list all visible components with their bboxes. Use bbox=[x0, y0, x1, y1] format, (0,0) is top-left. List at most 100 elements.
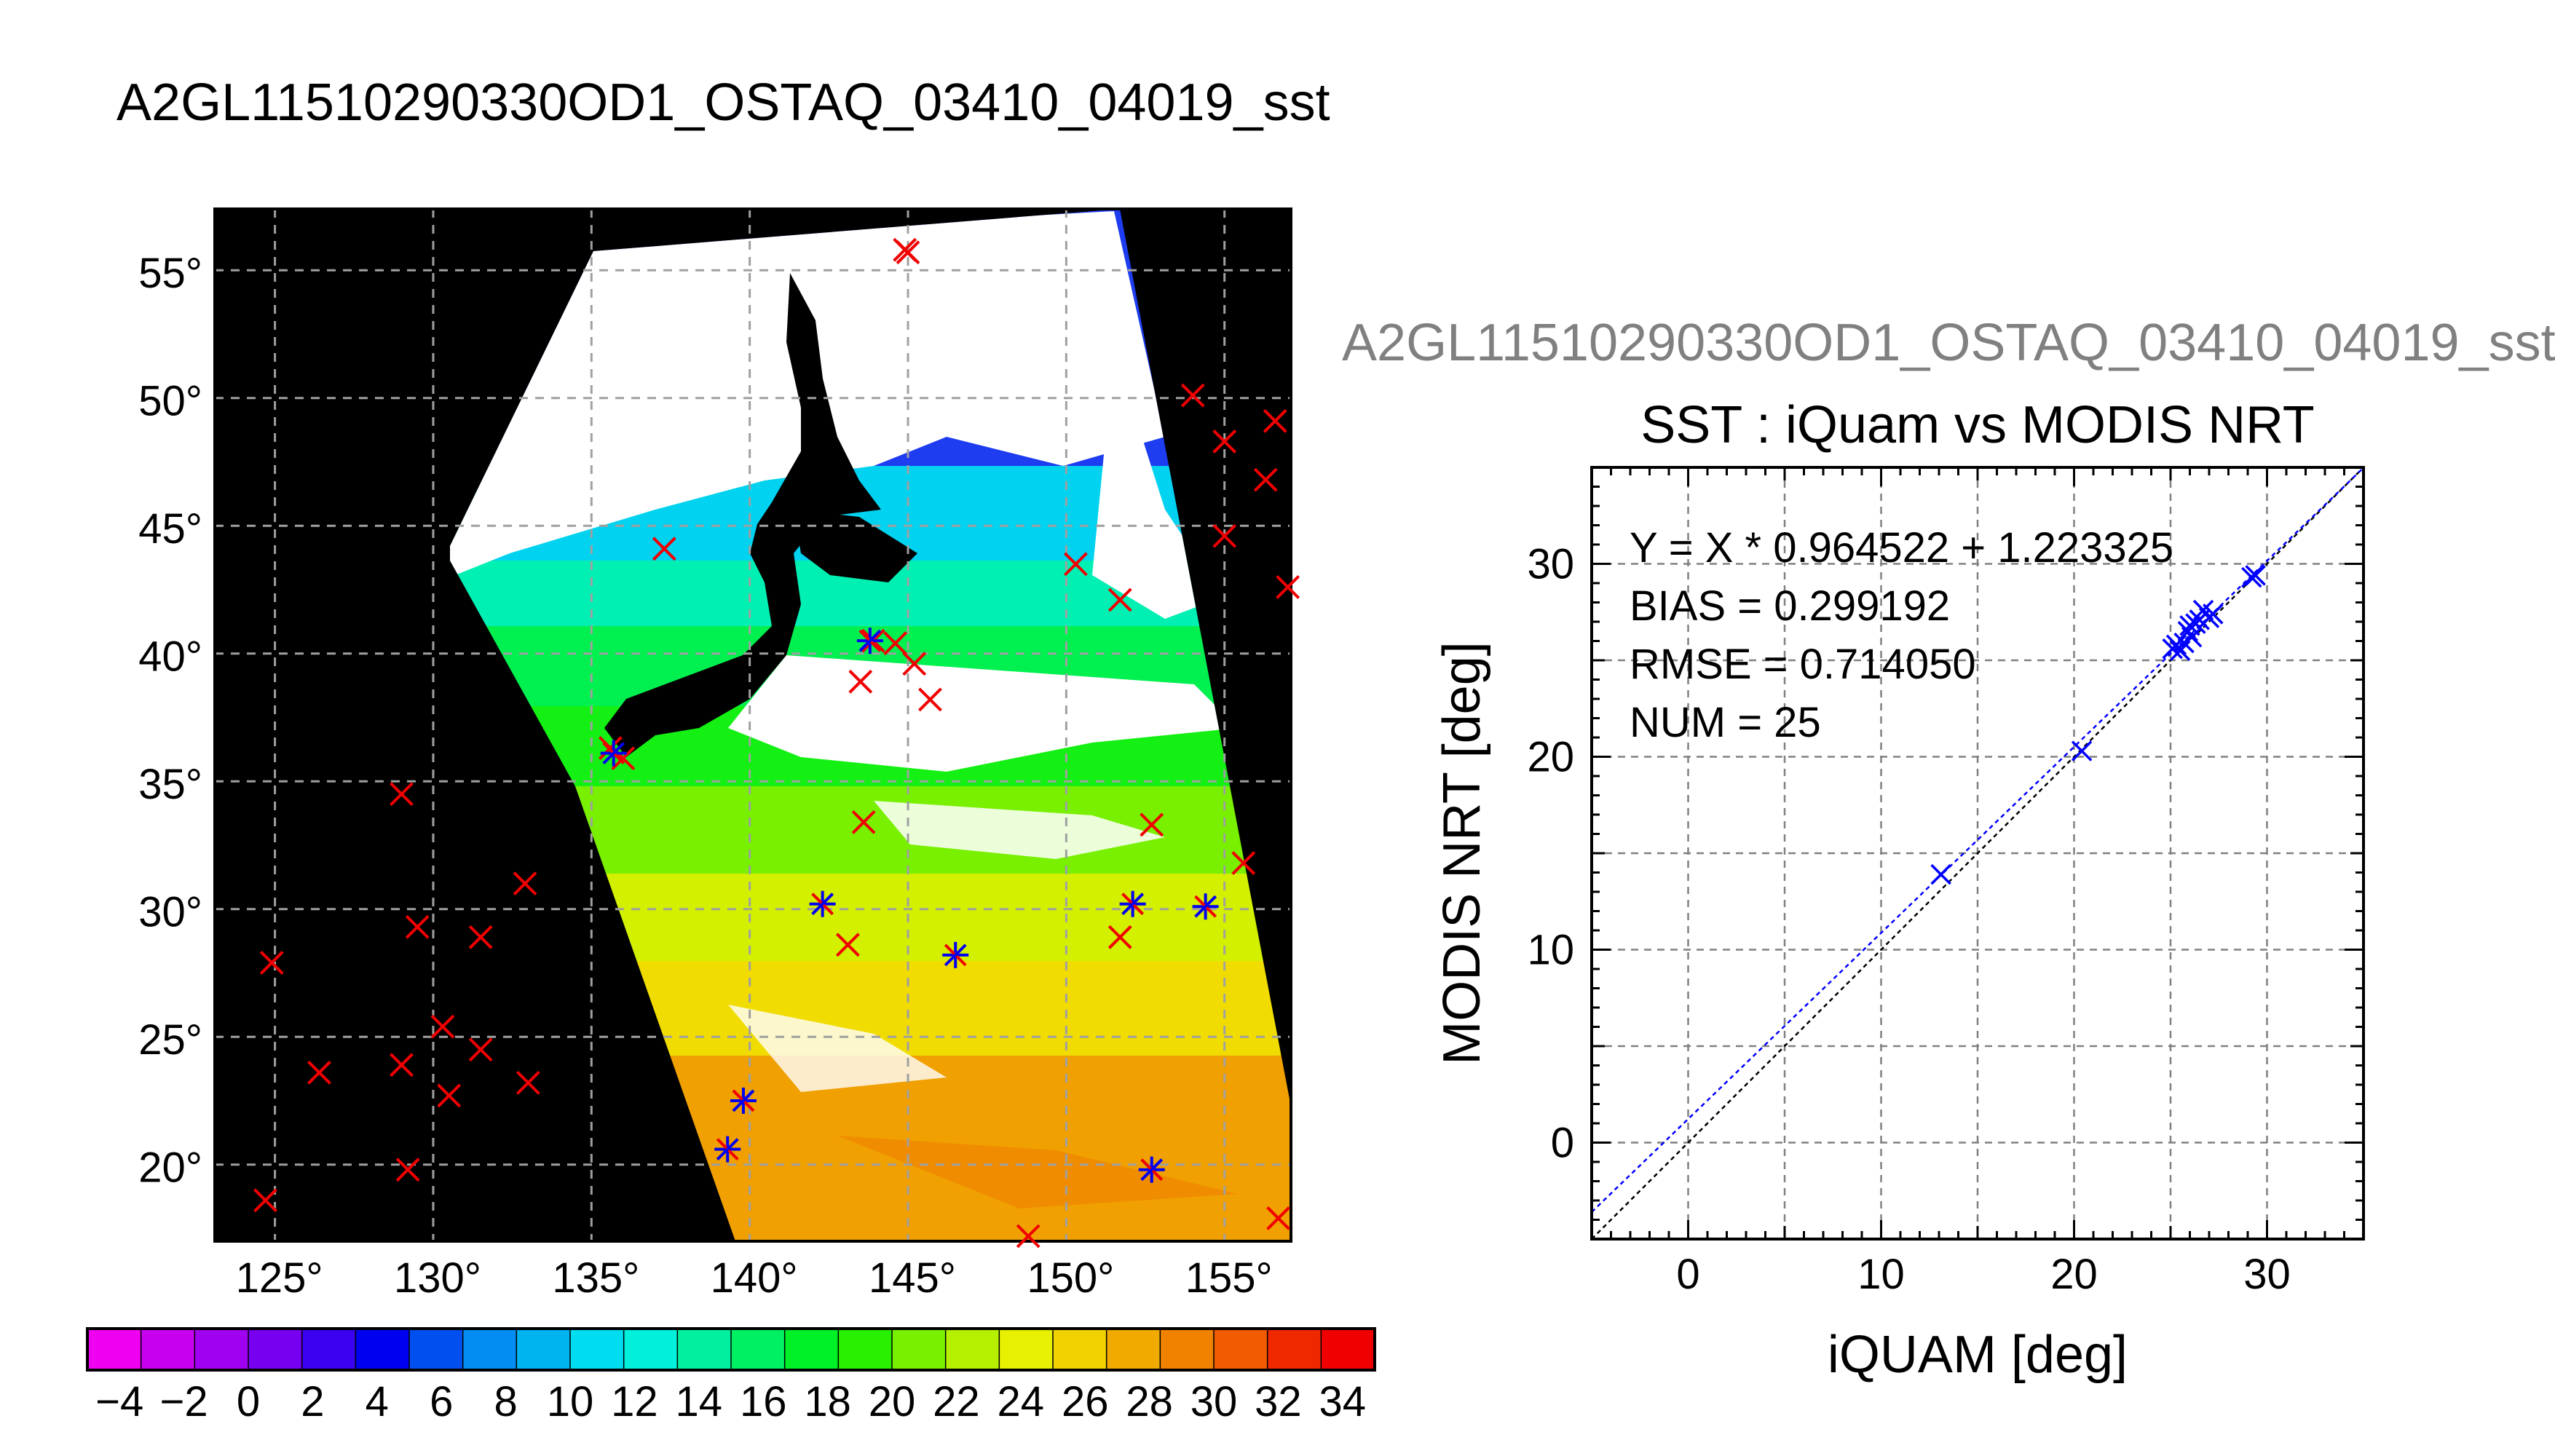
map-matchup-red-x bbox=[1266, 1206, 1291, 1230]
scatter-x-tick-label: 30 bbox=[2243, 1251, 2291, 1298]
map-lon-tick-label: 125° bbox=[236, 1254, 323, 1302]
colorbar-tick-label: 24 bbox=[998, 1378, 1045, 1425]
fit-line bbox=[1592, 467, 2364, 1213]
colorbar-segment bbox=[87, 1329, 142, 1370]
colorbar bbox=[86, 1327, 1376, 1372]
map-grid bbox=[215, 209, 1291, 1241]
colorbar-tick-label: 34 bbox=[1319, 1378, 1367, 1425]
colorbar-tick-label: 12 bbox=[611, 1378, 658, 1425]
map-matchup-star bbox=[1192, 893, 1219, 920]
scatter-x-tick-labels: 0 10 20 30 bbox=[1676, 1251, 2290, 1298]
map-matchup-red-x bbox=[1231, 851, 1256, 875]
map-matchup-red-x bbox=[516, 1070, 540, 1095]
colorbar-segment bbox=[462, 1329, 517, 1370]
colorbar-tick-label: 8 bbox=[494, 1378, 517, 1425]
map-lon-tick-label: 135° bbox=[552, 1254, 639, 1302]
colorbar-segment bbox=[1214, 1329, 1268, 1370]
scatter-title: SST : iQuam vs MODIS NRT bbox=[1640, 396, 2315, 454]
colorbar-segment bbox=[194, 1329, 249, 1370]
colorbar-segment bbox=[141, 1329, 195, 1370]
map-matchup-red-x bbox=[253, 1188, 277, 1213]
map-matchup-star bbox=[1138, 1156, 1165, 1183]
map-matchup-red-x bbox=[1180, 383, 1205, 408]
colorbar-frame bbox=[86, 1327, 1376, 1372]
map-lon-tick-label: 150° bbox=[1027, 1254, 1114, 1302]
map-matchup-red-x bbox=[1140, 812, 1164, 837]
map-lat-tick-label: 50° bbox=[138, 378, 202, 425]
colorbar-tick-label: 28 bbox=[1126, 1378, 1173, 1425]
colorbar-tick-label: 26 bbox=[1062, 1378, 1109, 1425]
map-matchup-red-x bbox=[513, 871, 537, 896]
scatter-y-tick-labels: 0 10 20 30 bbox=[1527, 541, 1574, 1167]
colorbar-segment bbox=[945, 1329, 1000, 1370]
map-frame bbox=[213, 207, 1292, 1243]
map-matchup-red-x bbox=[1276, 575, 1300, 599]
land-mass bbox=[604, 273, 881, 757]
colorbar-tick-label: 0 bbox=[237, 1378, 260, 1425]
scatter-stats: Y = X * 0.964522 + 1.223325 BIAS = 0.2991… bbox=[1630, 524, 2173, 746]
colorbar-tick-label: 10 bbox=[547, 1378, 594, 1425]
map-matchup-red-x bbox=[1263, 408, 1287, 433]
map-matchup-red-x bbox=[437, 1083, 462, 1108]
scatter-y-tick-label: 10 bbox=[1527, 927, 1574, 974]
scatter-point bbox=[2165, 634, 2187, 656]
scatter-point bbox=[2241, 566, 2262, 588]
colorbar-segment bbox=[248, 1329, 303, 1370]
colorbar-tick-label: 6 bbox=[430, 1378, 453, 1425]
scatter-file-title: A2GL11510290330OD1_OSTAQ_03410_04019_sst bbox=[1342, 314, 2555, 372]
identity-line bbox=[1592, 467, 2364, 1239]
map-lat-tick-label: 55° bbox=[138, 250, 202, 297]
colorbar-segment bbox=[570, 1329, 625, 1370]
colorbar-tick-label: 18 bbox=[804, 1378, 851, 1425]
map-matchup-star bbox=[714, 1136, 741, 1163]
scatter-points bbox=[1930, 565, 2266, 885]
map-matchup-red-x bbox=[430, 1014, 455, 1039]
map-matchup-star bbox=[1119, 890, 1146, 917]
colorbar-segment bbox=[892, 1329, 947, 1370]
map-lat-tick-label: 30° bbox=[138, 889, 202, 936]
map-lat-tick-label: 20° bbox=[138, 1144, 202, 1192]
map-matchup-red-x bbox=[883, 631, 908, 656]
colorbar-tick-label: 22 bbox=[933, 1378, 980, 1425]
map-matchup-red-x bbox=[918, 687, 942, 712]
map-matchup-star bbox=[600, 740, 627, 767]
map-lat-tick-label: 35° bbox=[138, 761, 202, 808]
scatter-frame bbox=[1590, 466, 2365, 1241]
hokkaido bbox=[794, 510, 917, 582]
map-matchup-red-x bbox=[405, 914, 430, 939]
page-title: A2GL11510290330OD1_OSTAQ_03410_04019_sst bbox=[117, 74, 1330, 132]
colorbar-tick-label: 32 bbox=[1255, 1378, 1302, 1425]
colorbar-segment bbox=[999, 1329, 1054, 1370]
map-matchup-red-x bbox=[1107, 925, 1132, 949]
scatter-stat-line: Y = X * 0.964522 + 1.223325 bbox=[1630, 524, 2173, 571]
scatter-stat-line: NUM = 25 bbox=[1630, 699, 1821, 746]
map-matchup-star bbox=[809, 890, 836, 917]
map-matchup-markers bbox=[253, 237, 1300, 1249]
map-matchup-red-x bbox=[390, 782, 414, 807]
scatter-point bbox=[2203, 604, 2224, 625]
colorbar-segment bbox=[623, 1329, 678, 1370]
colorbar-segment bbox=[784, 1329, 839, 1370]
map-matchup-star bbox=[730, 1087, 757, 1114]
colorbar-segment bbox=[355, 1329, 410, 1370]
map-matchup-star bbox=[942, 941, 969, 968]
map-matchup-red-x bbox=[1107, 587, 1132, 612]
map-matchup-red-x bbox=[1063, 552, 1088, 577]
scatter-x-axis-label: iQUAM [deg] bbox=[1828, 1326, 2128, 1384]
colorbar-segment bbox=[731, 1329, 786, 1370]
map-lon-tick-label: 145° bbox=[869, 1254, 956, 1302]
colorbar-segment bbox=[1106, 1329, 1161, 1370]
map-matchup-red-x bbox=[896, 240, 920, 265]
map-matchup-red-x bbox=[902, 652, 927, 676]
map-lon-tick-label: 155° bbox=[1185, 1254, 1273, 1302]
map-lon-tick-label: 140° bbox=[711, 1254, 798, 1302]
scatter-x-tick-label: 10 bbox=[1857, 1251, 1905, 1298]
map-matchup-red-x bbox=[468, 1037, 493, 1062]
colorbar-segment bbox=[1160, 1329, 1215, 1370]
map-matchup-red-x bbox=[652, 537, 676, 561]
scatter-point bbox=[2245, 565, 2266, 586]
map-matchup-red-x bbox=[1212, 429, 1237, 454]
colorbar-segment bbox=[1321, 1329, 1375, 1370]
scatter-point bbox=[2071, 740, 2093, 761]
